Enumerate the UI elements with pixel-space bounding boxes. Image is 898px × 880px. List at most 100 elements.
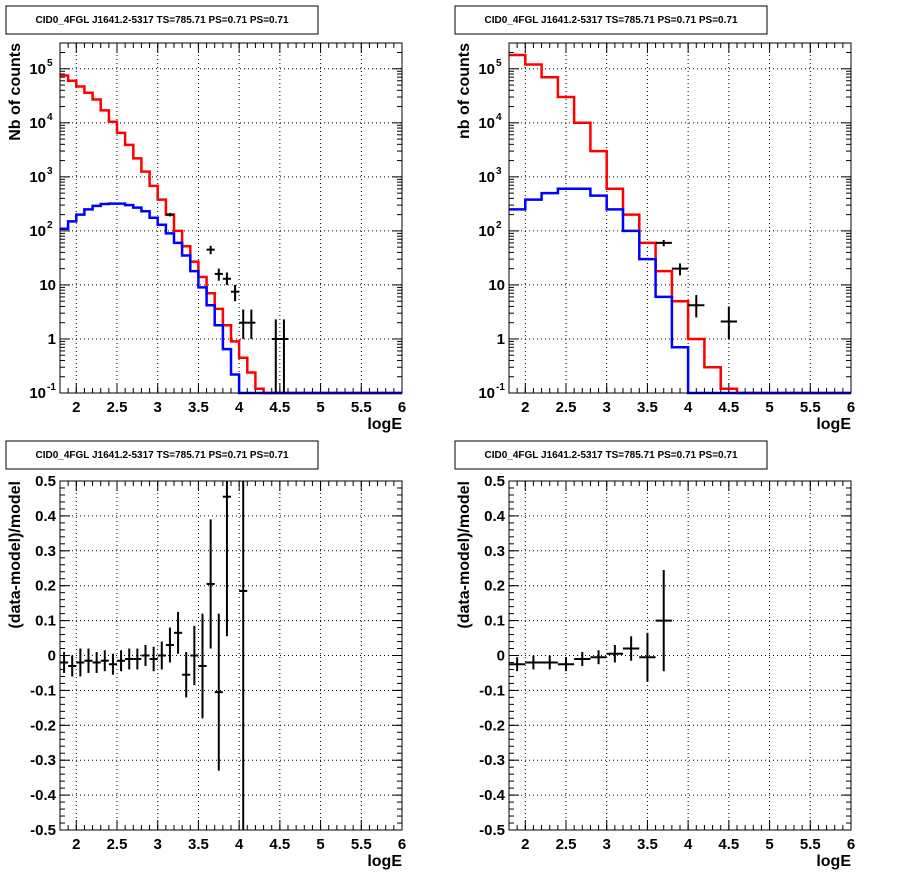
data-point (525, 655, 542, 670)
x-tick-label: 5.5 (351, 836, 372, 853)
y-tick-exponent: 4 (47, 112, 53, 123)
y-tick-label: 10 (29, 223, 46, 240)
x-tick-label: 4.5 (718, 836, 739, 853)
y-tick-label: -0.4 (30, 787, 57, 804)
y-tick-label: -0.4 (479, 787, 506, 804)
chart-panel-top-left: CID0_4FGL J1641.2-5317 TS=785.71 PS=0.71… (5, 5, 406, 433)
data-point (623, 636, 640, 661)
data-point (639, 632, 656, 682)
data-point (76, 648, 85, 677)
data-point (214, 268, 223, 281)
x-tick-label: 4 (235, 836, 244, 853)
chart-title: CID0_4FGL J1641.2-5317 TS=785.71 PS=0.71… (484, 450, 737, 461)
y-tick-label: 10 (478, 223, 495, 240)
data-point (149, 646, 158, 672)
y-tick-exponent: 3 (496, 166, 502, 177)
chart-title: CID0_4FGL J1641.2-5317 TS=785.71 PS=0.71… (35, 450, 288, 461)
x-tick-label: 3.5 (637, 399, 658, 416)
data-point (108, 653, 117, 675)
y-tick-exponent: 2 (496, 220, 502, 231)
chart-title: CID0_4FGL J1641.2-5317 TS=785.71 PS=0.71… (35, 15, 288, 26)
x-tick-label: 2.5 (107, 836, 128, 853)
data-point (157, 641, 166, 670)
chart-panel-bottom-right: CID0_4FGL J1641.2-5317 TS=785.71 PS=0.71… (454, 440, 855, 870)
x-tick-label: 3.5 (188, 836, 209, 853)
x-tick-label: 5.5 (800, 399, 821, 416)
data-point (60, 652, 69, 673)
x-tick-label: 5.5 (800, 836, 821, 853)
x-tick-label: 6 (847, 399, 855, 416)
data-point (655, 569, 672, 672)
data-point (688, 295, 705, 318)
x-axis-label: logE (816, 853, 851, 870)
x-tick-label: 2 (72, 399, 80, 416)
x-tick-label: 3 (154, 836, 162, 853)
y-tick-label: 10 (478, 169, 495, 186)
data-point (606, 645, 623, 663)
y-tick-label: 0.4 (35, 508, 57, 525)
data-point (720, 306, 737, 339)
data-point (68, 655, 77, 677)
chart-title-box (5, 5, 319, 35)
data-point (239, 481, 248, 830)
x-tick-label: 5 (316, 399, 324, 416)
data-point (239, 309, 248, 339)
data-point (557, 657, 575, 672)
x-axis-label: logE (367, 416, 402, 433)
data-point (574, 652, 591, 666)
y-tick-label: 1 (48, 331, 56, 348)
x-tick-label: 4 (684, 399, 693, 416)
data-point (222, 272, 231, 285)
x-tick-label: 2 (521, 836, 529, 853)
data-point (214, 613, 223, 771)
x-tick-label: 6 (398, 836, 406, 853)
y-tick-label: 10 (488, 277, 505, 294)
x-tick-label: 6 (398, 399, 406, 416)
data-point (206, 519, 215, 649)
y-tick-label: 10 (478, 115, 495, 132)
data-point (100, 650, 109, 672)
y-tick-label: 0.5 (484, 473, 505, 490)
y-tick-label: 0.1 (35, 613, 56, 630)
data-point (165, 627, 174, 663)
y-tick-label: 10 (478, 61, 495, 78)
y-tick-exponent: 3 (47, 166, 53, 177)
data-point (671, 263, 689, 276)
series-model_component-line (60, 202, 402, 395)
y-tick-label: 0.4 (484, 508, 506, 525)
x-tick-label: 5 (765, 836, 773, 853)
y-tick-label: -0.3 (30, 752, 56, 769)
y-axis-label: (data-model)/model (7, 481, 24, 629)
x-tick-label: 2 (521, 399, 529, 416)
plot-frame (508, 42, 852, 394)
y-tick-label: 10 (39, 277, 56, 294)
x-tick-label: 2 (72, 836, 80, 853)
y-tick-exponent: 5 (47, 58, 53, 69)
x-tick-label: 5.5 (351, 399, 372, 416)
y-tick-label: -0.2 (30, 717, 56, 734)
chart-title-box (454, 440, 768, 470)
y-axis-label: nb of counts (456, 43, 473, 139)
chart-title: CID0_4FGL J1641.2-5317 TS=785.71 PS=0.71… (484, 15, 737, 26)
y-tick-exponent: -1 (47, 382, 56, 393)
x-tick-label: 2.5 (107, 399, 128, 416)
y-tick-label: 10 (29, 115, 46, 132)
x-tick-label: 3 (154, 399, 162, 416)
y-tick-label: 10 (29, 169, 46, 186)
x-tick-label: 4 (235, 399, 244, 416)
x-axis-label: logE (367, 853, 402, 870)
data-point (190, 625, 199, 686)
x-tick-label: 4.5 (269, 836, 290, 853)
y-tick-label: -0.5 (479, 822, 505, 839)
data-point (541, 655, 558, 670)
x-tick-label: 3 (603, 836, 611, 853)
y-tick-exponent: -1 (496, 382, 505, 393)
data-point (125, 648, 134, 670)
y-tick-label: 10 (478, 385, 495, 402)
x-axis-label: logE (816, 416, 851, 433)
data-point (141, 645, 150, 666)
y-tick-label: 1 (497, 331, 505, 348)
y-tick-label: -0.2 (479, 717, 505, 734)
y-tick-label: 0.3 (484, 543, 505, 560)
